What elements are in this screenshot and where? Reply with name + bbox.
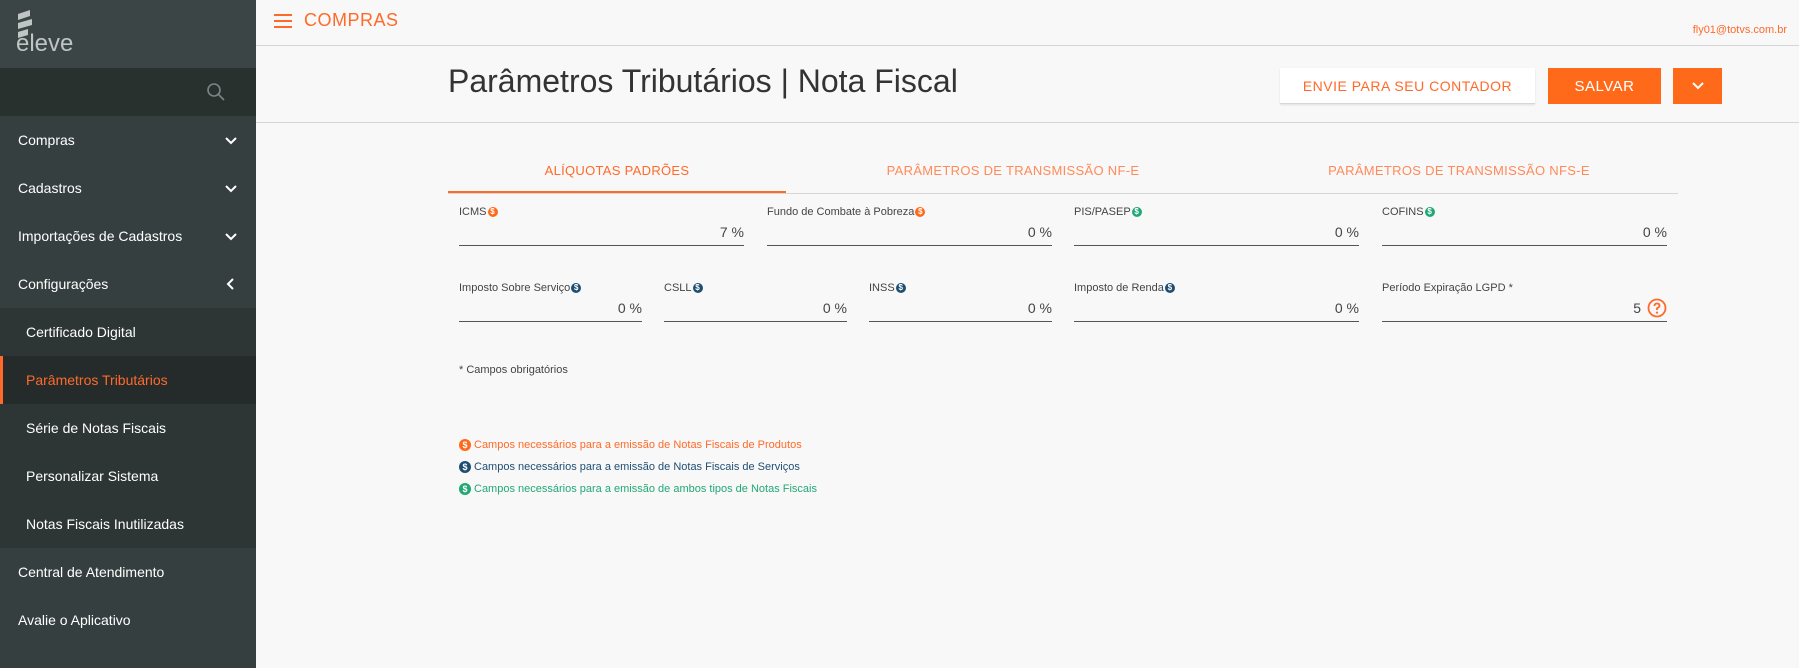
sidebar-bottom-nav: Central de Atendimento Avalie o Aplicati… [0, 548, 256, 644]
tab-transmissao-nfse[interactable]: PARÂMETROS DE TRANSMISSÃO NFS-E [1328, 163, 1590, 178]
legend: $ Campos necessários para a emissão de N… [459, 434, 817, 500]
cofins-input[interactable]: 0 % [1382, 218, 1667, 246]
icms-field: ICMS $ 7 % [459, 206, 744, 246]
both-coin-icon: $ [1131, 207, 1142, 217]
field-label: Imposto de Renda [1074, 282, 1164, 294]
pis-input[interactable]: 0 % [1074, 218, 1359, 246]
sidebar-item-central-atendimento[interactable]: Central de Atendimento [0, 548, 256, 596]
sidebar-item-label: Notas Fiscais Inutilizadas [26, 516, 184, 532]
sidebar-item-parametros-tributarios[interactable]: Parâmetros Tributários [0, 356, 256, 404]
service-coin-icon: $ [459, 461, 471, 473]
pis-field: PIS/PASEP $ 0 % [1074, 206, 1359, 246]
fcp-input[interactable]: 0 % [767, 218, 1052, 246]
sidebar-item-label: Importações de Cadastros [18, 228, 183, 244]
chevron-left-icon [226, 278, 234, 290]
legend-text: Campos necessários para a emissão de Not… [474, 461, 800, 473]
chevron-down-icon [1691, 82, 1704, 90]
logo-text: eleve [16, 30, 73, 54]
product-coin-icon: $ [915, 207, 926, 217]
sidebar-item-label: Compras [18, 132, 75, 148]
field-label: CSLL [664, 282, 692, 294]
tabs: ALÍQUOTAS PADRÕES PARÂMETROS DE TRANSMIS… [448, 147, 1678, 194]
field-label: COFINS [1382, 206, 1424, 218]
field-label: Fundo de Combate à Pobreza [767, 206, 915, 218]
icms-input[interactable]: 7 % [459, 218, 744, 246]
lgpd-input-wrap: 5 [1382, 294, 1667, 322]
sidebar-item-label: Série de Notas Fiscais [26, 420, 167, 436]
legend-text: Campos necessários para a emissão de Not… [474, 439, 802, 451]
sidebar-item-label: Personalizar Sistema [26, 468, 159, 484]
sidebar-submenu: Certificado Digital Parâmetros Tributári… [0, 308, 256, 548]
sidebar-item-serie-notas[interactable]: Série de Notas Fiscais [0, 404, 256, 452]
legend-both: $ Campos necessários para a emissão de a… [459, 478, 817, 500]
page-title: Parâmetros Tributários | Nota Fiscal [448, 63, 958, 99]
sidebar-item-label: Avalie o Aplicativo [18, 612, 131, 628]
both-coin-icon: $ [1424, 207, 1435, 217]
inss-field: INSS $ 0 % [869, 282, 1052, 322]
chevron-down-icon [225, 137, 237, 145]
sidebar-item-label: Cadastros [18, 180, 82, 196]
field-label: INSS [869, 282, 895, 294]
field-label: Período Expiração LGPD * [1382, 282, 1513, 294]
sidebar-search[interactable] [0, 68, 256, 116]
field-label: Imposto Sobre Serviço [459, 282, 571, 294]
service-coin-icon: $ [692, 283, 703, 293]
sidebar-item-label: Parâmetros Tributários [26, 372, 168, 388]
tab-aliquotas-padroes[interactable]: ALÍQUOTAS PADRÕES [448, 147, 786, 193]
fcp-field: Fundo de Combate à Pobreza $ 0 % [767, 206, 1052, 246]
legend-services: $ Campos necessários para a emissão de N… [459, 456, 817, 478]
sidebar-item-notas-inutilizadas[interactable]: Notas Fiscais Inutilizadas [0, 500, 256, 548]
top-bar: COMPRAS fly01@totvs.com.br [256, 0, 1799, 46]
sidebar-item-label: Certificado Digital [26, 324, 136, 340]
app-title: COMPRAS [304, 10, 399, 30]
ir-field: Imposto de Renda $ 0 % [1074, 282, 1359, 322]
eleve-logo: eleve [16, 10, 73, 54]
logo[interactable]: eleve [0, 0, 256, 68]
more-actions-button[interactable] [1673, 68, 1722, 104]
save-button[interactable]: SALVAR [1548, 68, 1661, 104]
service-coin-icon: $ [1164, 283, 1175, 293]
iss-field: Imposto Sobre Serviço $ 0 % [459, 282, 642, 322]
help-icon[interactable] [1647, 298, 1667, 318]
product-coin-icon: $ [459, 439, 471, 451]
lgpd-field: Período Expiração LGPD * 5 [1382, 282, 1667, 322]
user-email[interactable]: fly01@totvs.com.br [1692, 24, 1787, 36]
service-coin-icon: $ [571, 283, 582, 293]
both-coin-icon: $ [459, 483, 471, 495]
sidebar-item-importacoes[interactable]: Importações de Cadastros [0, 212, 256, 260]
sidebar-nav: Compras Cadastros Importações de Cadastr… [0, 116, 256, 308]
field-label: ICMS [459, 206, 487, 218]
lgpd-input[interactable]: 5 [1633, 299, 1641, 316]
hamburger-icon[interactable] [274, 14, 292, 28]
sidebar-item-cadastros[interactable]: Cadastros [0, 164, 256, 212]
sidebar-item-compras[interactable]: Compras [0, 116, 256, 164]
inss-input[interactable]: 0 % [869, 294, 1052, 322]
sidebar-item-label: Central de Atendimento [18, 564, 165, 580]
field-label: PIS/PASEP [1074, 206, 1131, 218]
send-to-accountant-button[interactable]: ENVIE PARA SEU CONTADOR [1280, 68, 1535, 104]
legend-products: $ Campos necessários para a emissão de N… [459, 434, 817, 456]
product-coin-icon: $ [487, 207, 498, 217]
sidebar-item-personalizar[interactable]: Personalizar Sistema [0, 452, 256, 500]
chevron-down-icon [225, 233, 237, 241]
sidebar: eleve Compras Cadastros Importações de C… [0, 0, 256, 668]
page-header: Parâmetros Tributários | Nota Fiscal ENV… [256, 47, 1799, 123]
search-icon[interactable] [206, 82, 226, 102]
sidebar-item-avalie[interactable]: Avalie o Aplicativo [0, 596, 256, 644]
sidebar-item-configuracoes[interactable]: Configurações [0, 260, 256, 308]
required-fields-note: * Campos obrigatórios [459, 364, 568, 376]
iss-input[interactable]: 0 % [459, 294, 642, 322]
legend-text: Campos necessários para a emissão de amb… [474, 483, 817, 495]
tab-transmissao-nfe[interactable]: PARÂMETROS DE TRANSMISSÃO NF-E [886, 163, 1140, 178]
ir-input[interactable]: 0 % [1074, 294, 1359, 322]
sidebar-item-certificado-digital[interactable]: Certificado Digital [0, 308, 256, 356]
csll-field: CSLL $ 0 % [664, 282, 847, 322]
chevron-down-icon [225, 185, 237, 193]
service-coin-icon: $ [895, 283, 906, 293]
sidebar-item-label: Configurações [18, 276, 109, 292]
csll-input[interactable]: 0 % [664, 294, 847, 322]
cofins-field: COFINS $ 0 % [1382, 206, 1667, 246]
